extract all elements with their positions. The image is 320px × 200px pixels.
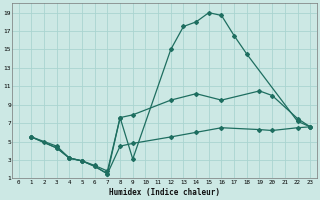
X-axis label: Humidex (Indice chaleur): Humidex (Indice chaleur) bbox=[109, 188, 220, 197]
